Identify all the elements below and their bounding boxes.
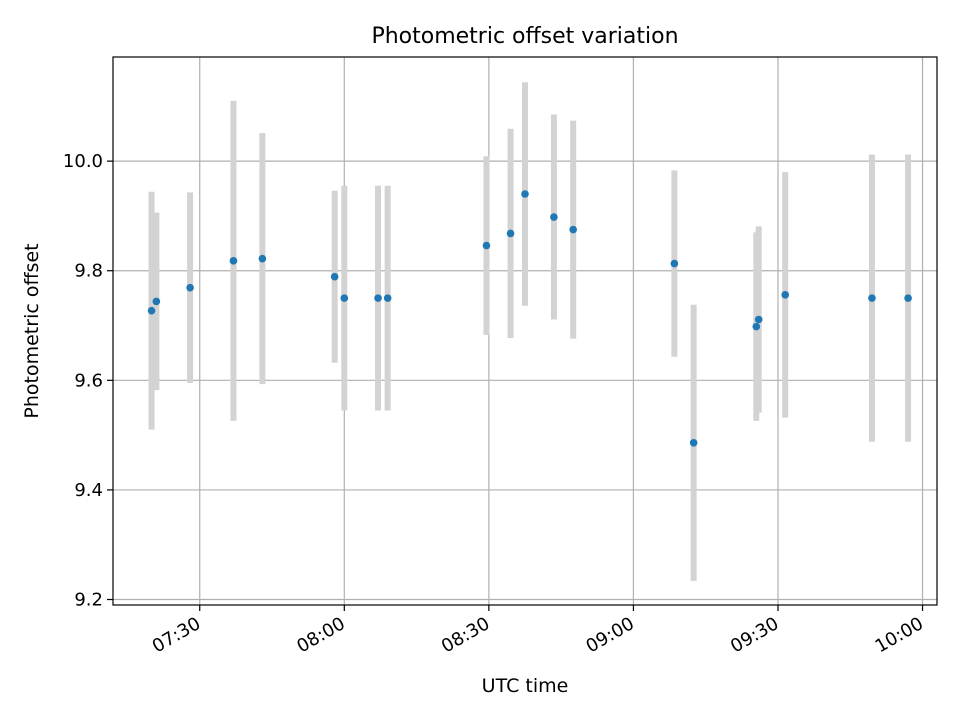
data-point [868, 294, 876, 302]
x-axis-label: UTC time [482, 675, 569, 697]
data-points [147, 190, 912, 447]
data-point [374, 294, 382, 302]
y-tick-label: 9.2 [74, 590, 103, 611]
chart-title: Photometric offset variation [371, 24, 678, 49]
data-point [569, 225, 577, 234]
data-point [152, 297, 161, 306]
data-point [147, 306, 156, 315]
data-point [383, 294, 392, 302]
y-tick-label: 10.0 [63, 151, 103, 172]
y-axis-ticks: 9.2 9.4 9.6 9.8 10.0 [63, 151, 113, 611]
y-tick-label: 9.6 [74, 370, 103, 391]
data-point [340, 294, 349, 302]
data-point [550, 213, 558, 221]
y-tick-label: 9.4 [74, 480, 103, 501]
data-point [482, 241, 491, 250]
plot-frame [112, 56, 938, 606]
data-point [330, 272, 339, 281]
data-point [186, 283, 194, 292]
data-point [229, 257, 238, 265]
data-point [752, 322, 761, 331]
grid [113, 57, 937, 605]
data-point [689, 438, 698, 447]
data-point [781, 291, 790, 299]
data-point [754, 315, 763, 324]
y-axis-label: Photometric offset [21, 243, 43, 418]
data-point [258, 254, 267, 263]
data-point [506, 229, 515, 238]
data-point [904, 294, 912, 302]
data-point [521, 190, 529, 198]
y-tick-label: 9.8 [74, 261, 103, 282]
data-point [670, 259, 679, 268]
